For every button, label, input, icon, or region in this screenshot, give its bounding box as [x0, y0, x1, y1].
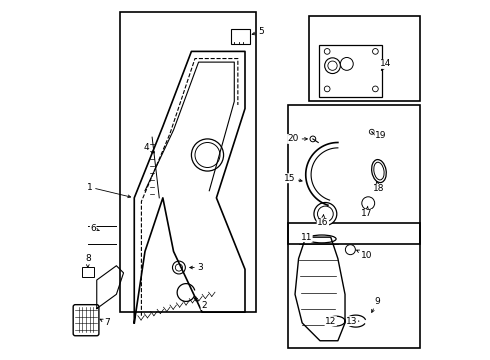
Text: 10: 10 [357, 250, 372, 260]
Ellipse shape [374, 162, 384, 180]
Text: 18: 18 [373, 181, 385, 193]
Text: 13: 13 [346, 316, 359, 325]
Text: 12: 12 [325, 316, 337, 325]
Text: 14: 14 [380, 59, 392, 70]
Text: 17: 17 [361, 206, 372, 219]
Circle shape [314, 203, 337, 225]
Circle shape [341, 58, 353, 70]
Text: 9: 9 [372, 297, 380, 312]
Circle shape [192, 139, 223, 171]
Text: 16: 16 [317, 215, 329, 228]
Text: 19: 19 [375, 131, 387, 140]
FancyBboxPatch shape [82, 267, 94, 277]
Circle shape [362, 197, 375, 210]
Circle shape [310, 136, 316, 142]
Circle shape [172, 261, 185, 274]
Text: 1: 1 [87, 183, 131, 198]
Bar [288, 105, 420, 244]
Text: 2: 2 [195, 298, 207, 310]
Circle shape [369, 129, 374, 134]
Circle shape [318, 206, 333, 222]
Ellipse shape [308, 235, 336, 243]
FancyBboxPatch shape [319, 45, 382, 97]
Circle shape [324, 86, 330, 92]
Text: 6: 6 [90, 224, 99, 233]
Text: 3: 3 [190, 263, 203, 272]
Text: 5: 5 [252, 27, 264, 36]
Text: 8: 8 [85, 254, 91, 267]
Circle shape [372, 86, 378, 92]
Circle shape [175, 264, 182, 271]
Circle shape [195, 143, 220, 167]
Circle shape [372, 49, 378, 54]
Circle shape [324, 49, 330, 54]
Circle shape [345, 245, 355, 255]
Text: 15: 15 [284, 174, 302, 183]
Text: 7: 7 [100, 318, 110, 327]
Text: 4: 4 [144, 143, 154, 153]
FancyBboxPatch shape [231, 29, 249, 44]
Text: 11: 11 [301, 233, 312, 242]
Circle shape [325, 58, 341, 73]
Bar [288, 223, 420, 348]
Circle shape [328, 61, 337, 70]
Text: 20: 20 [288, 134, 307, 143]
Ellipse shape [371, 159, 386, 183]
FancyBboxPatch shape [73, 305, 99, 336]
Bar [309, 16, 420, 102]
Bar [120, 12, 256, 312]
